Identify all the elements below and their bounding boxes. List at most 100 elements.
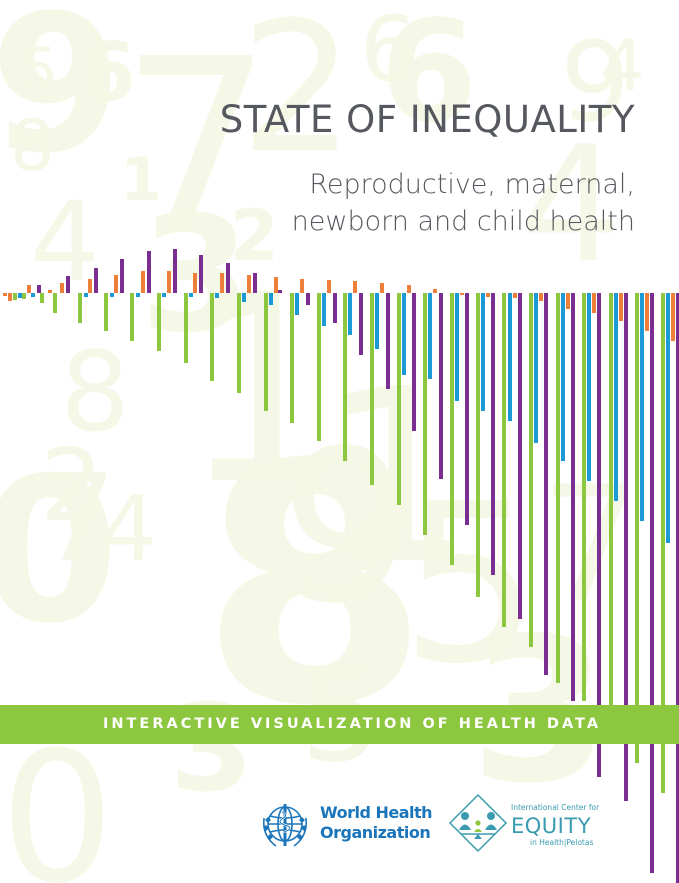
- report-subtitle: Reproductive, maternal, newborn and chil…: [292, 166, 635, 240]
- decorative-bar: [94, 268, 98, 293]
- decorative-bar: [53, 293, 57, 313]
- decorative-bar: [3, 293, 7, 296]
- decorative-bar: [386, 293, 390, 389]
- decorative-bar: [290, 293, 294, 423]
- decorative-bar: [31, 293, 35, 297]
- decorative-bar: [242, 293, 246, 302]
- decorative-bar: [671, 293, 675, 341]
- decorative-bar: [37, 285, 41, 293]
- decorative-bar: [130, 293, 134, 341]
- decorative-bar: [513, 293, 517, 298]
- decorative-bar: [539, 293, 543, 301]
- decorative-bar: [13, 293, 17, 300]
- decorative-bar: [423, 293, 427, 535]
- decorative-bar: [407, 285, 411, 293]
- decorative-bar: [189, 293, 193, 297]
- decorative-bar: [597, 293, 601, 777]
- decorative-bar: [184, 293, 188, 363]
- decorative-bar: [84, 293, 88, 297]
- decorative-bar: [136, 293, 140, 297]
- decorative-bar: [619, 293, 623, 321]
- decorative-bar: [40, 293, 44, 303]
- decorative-bar: [120, 259, 124, 293]
- decorative-bar: [348, 293, 352, 335]
- decorative-bar: [455, 293, 459, 401]
- decorative-bar: [375, 293, 379, 349]
- decorative-bar: [173, 249, 177, 293]
- decorative-bar: [476, 293, 480, 597]
- decorative-bar: [220, 273, 224, 293]
- decorative-bar: [502, 293, 506, 627]
- decorative-bar: [592, 293, 596, 313]
- decorative-bar: [460, 293, 464, 295]
- decorative-bar: [508, 293, 512, 421]
- decorative-bar: [114, 275, 118, 293]
- decorative-bar: [624, 293, 628, 801]
- decorative-bar: [162, 293, 166, 297]
- decorative-bar: [645, 293, 649, 331]
- subtitle-line-1: Reproductive, maternal,: [309, 169, 635, 200]
- decorative-bar: [566, 293, 570, 309]
- decorative-bar: [333, 293, 337, 323]
- background-digit: 7: [120, 7, 273, 287]
- background-digit: 2: [240, 0, 355, 193]
- decorative-bar: [237, 293, 241, 393]
- background-digit: 6: [360, 0, 417, 102]
- decorative-bar: [18, 293, 22, 298]
- decorative-bar: [544, 293, 548, 675]
- who-emblem-icon: [262, 804, 308, 847]
- decorative-bar: [353, 281, 357, 293]
- background-digit: 3: [170, 680, 254, 819]
- equity-center-bottom-line: in Health|Pelotas: [530, 838, 594, 847]
- decorative-bar: [439, 293, 443, 479]
- decorative-bar: [370, 293, 374, 485]
- decorative-bar: [300, 279, 304, 293]
- background-digit: 7: [40, 450, 116, 589]
- decorative-bar: [48, 290, 52, 293]
- equity-center-name: EQUITY: [511, 814, 592, 838]
- decorative-bar: [433, 289, 437, 293]
- background-digit: 0: [0, 435, 119, 668]
- decorative-bar: [157, 293, 161, 351]
- banner-text: INTERACTIVE VISUALIZATION OF HEALTH DATA: [103, 716, 602, 732]
- background-digit: 5: [20, 35, 58, 105]
- background-digit: 6: [380, 0, 477, 154]
- equity-center-top-line: International Center for: [511, 803, 600, 812]
- decorative-bar: [278, 290, 282, 293]
- decorative-bar: [210, 293, 214, 381]
- decorative-bar: [66, 276, 70, 293]
- decorative-bar: [635, 293, 639, 763]
- background-digit: 8: [60, 328, 130, 456]
- decorative-bar: [193, 273, 197, 293]
- decorative-bar: [661, 293, 665, 793]
- decorative-bar: [571, 293, 575, 701]
- decorative-bar: [359, 293, 363, 355]
- decorative-bar: [247, 275, 251, 293]
- decorative-bar: [343, 293, 347, 461]
- equity-center-logo-icon: [448, 793, 508, 853]
- banner: INTERACTIVE VISUALIZATION OF HEALTH DATA: [0, 705, 679, 744]
- decorative-bar: [587, 293, 591, 481]
- decorative-bar: [481, 293, 485, 411]
- decorative-bar: [380, 283, 384, 293]
- decorative-bar: [428, 293, 432, 379]
- decorative-bar: [582, 293, 586, 701]
- decorative-bar: [8, 293, 12, 301]
- decorative-bar: [561, 293, 565, 461]
- background-digit: 8: [10, 105, 55, 187]
- background-digit: 1: [120, 145, 162, 215]
- decorative-bar: [640, 293, 644, 521]
- background-digit: 9: [560, 18, 630, 146]
- decorative-bar: [650, 293, 654, 873]
- decorative-bar: [306, 293, 310, 305]
- decorative-bar: [78, 293, 82, 323]
- decorative-bar: [60, 283, 64, 293]
- background-digit: 4: [100, 477, 157, 582]
- report-title: STATE OF INEQUALITY: [219, 98, 635, 141]
- background-digit: 2: [40, 427, 104, 544]
- background-digit: 4: [520, 111, 622, 298]
- decorative-bar: [110, 293, 114, 297]
- who-name-line-2: Organization: [320, 823, 431, 842]
- decorative-bar: [412, 293, 416, 431]
